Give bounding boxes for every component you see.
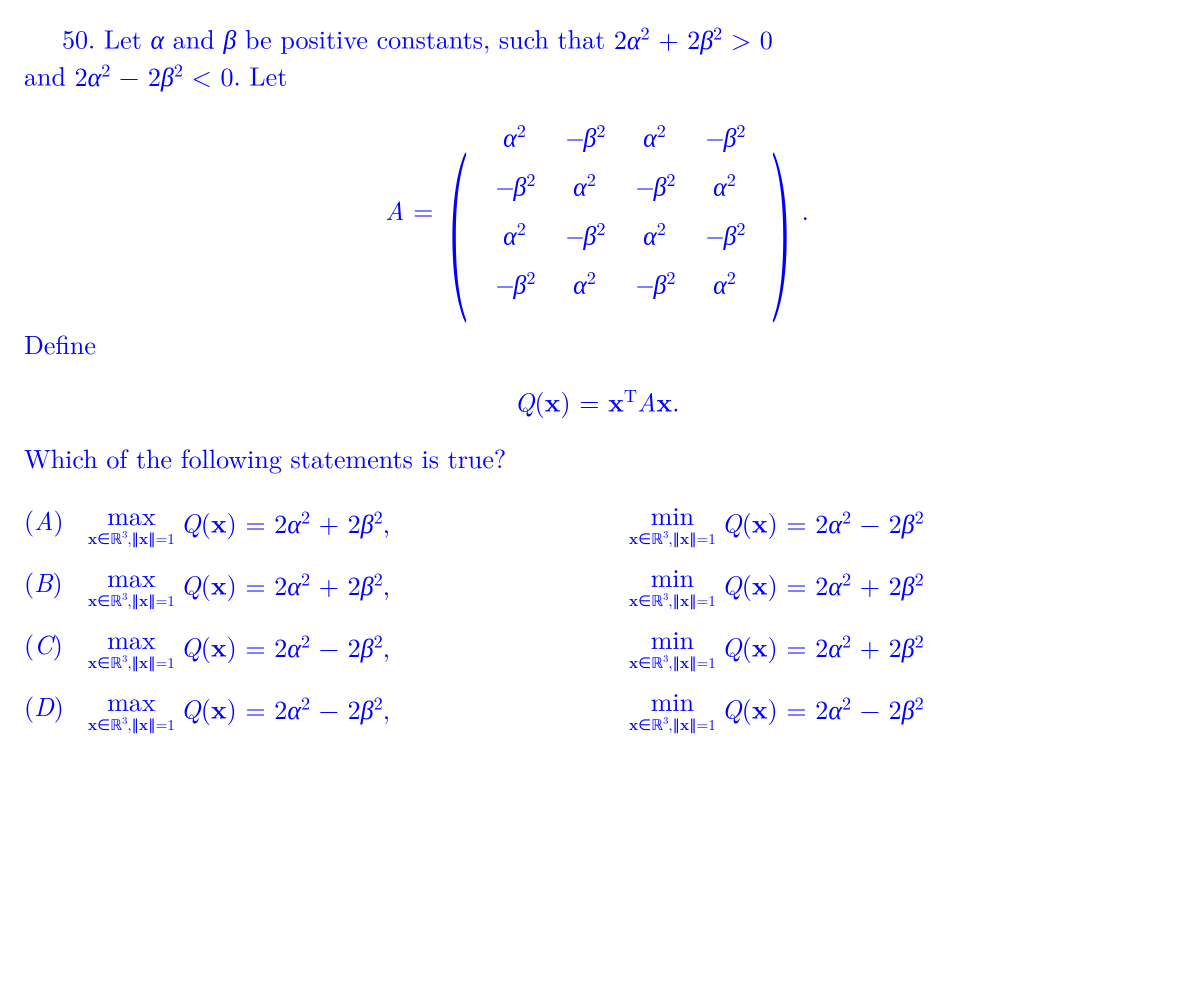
choice-label-D: D [34, 687, 54, 724]
choice-C-min: = 2α2 + 2β2 [786, 628, 923, 665]
beta-symbol: β [223, 20, 236, 57]
max-label: max [107, 502, 155, 528]
max-operator: max x∈ℝ3,∥x∥=1 [88, 502, 175, 546]
intro-text-2: be positive constants, such that [236, 20, 614, 57]
min-operator: min x∈ℝ3,∥x∥=1 [629, 626, 716, 670]
matrix-cell: α2 [549, 161, 619, 210]
intro-text-3: and [24, 57, 75, 94]
choice-label-C: C [34, 625, 53, 662]
choice-D: (D) max x∈ℝ3,∥x∥=1 Q(x) = 2α2 − 2β2, min… [24, 688, 1170, 732]
which-statement: Which of the following statements is tru… [24, 440, 1170, 476]
min-label: min [651, 688, 694, 714]
and-word: and [164, 20, 223, 57]
problem-statement: 50. Let α and β be positive constants, s… [24, 20, 1170, 94]
max-label: max [107, 564, 155, 590]
matrix-cell: −β2 [690, 112, 760, 161]
matrix-cell: −β2 [549, 210, 619, 259]
left-paren-icon: ( [447, 140, 470, 279]
matrix-cell: −β2 [619, 161, 689, 210]
choice-C: (C) max x∈ℝ3,∥x∥=1 Q(x) = 2α2 − 2β2, min… [24, 626, 1170, 670]
choice-A-max: = 2α2 + 2β2, [245, 504, 390, 541]
choice-C-max: = 2α2 − 2β2, [245, 628, 390, 665]
define-word: Define [24, 326, 1170, 362]
matrix-definition: A = ( α2 −β2 α2 −β2 −β2 α2 −β2 α2 α2 −β2… [24, 112, 1170, 308]
choice-A: (A) max x∈ℝ3,∥x∥=1 Q(x) = 2α2 + 2β2, min… [24, 502, 1170, 546]
min-label: min [651, 502, 694, 528]
max-operator: max x∈ℝ3,∥x∥=1 [88, 626, 175, 670]
answer-choices: (A) max x∈ℝ3,∥x∥=1 Q(x) = 2α2 + 2β2, min… [24, 502, 1170, 732]
min-operator: min x∈ℝ3,∥x∥=1 [629, 564, 716, 608]
min-operator: min x∈ℝ3,∥x∥=1 [629, 502, 716, 546]
matrix-cell: −β2 [479, 259, 549, 308]
let-word: . Let [234, 57, 288, 94]
matrix-cell: −β2 [690, 210, 760, 259]
problem-number: 50. [62, 20, 95, 57]
choice-B: (B) max x∈ℝ3,∥x∥=1 Q(x) = 2α2 + 2β2, min… [24, 564, 1170, 608]
max-operator: max x∈ℝ3,∥x∥=1 [88, 564, 175, 608]
max-label: max [107, 626, 155, 652]
choice-label-B: B [34, 563, 52, 600]
matrix-cell: α2 [549, 259, 619, 308]
choice-D-max: = 2α2 − 2β2, [245, 690, 390, 727]
min-label: min [651, 564, 694, 590]
choice-D-min: = 2α2 − 2β2 [786, 690, 923, 727]
matrix-cell: −β2 [479, 161, 549, 210]
choice-B-max: = 2α2 + 2β2, [245, 566, 390, 603]
matrix-cell: α2 [619, 112, 689, 161]
matrix-cell: α2 [479, 112, 549, 161]
matrix-period: . [802, 192, 809, 228]
right-paren-icon: ) [769, 140, 792, 279]
matrix-cell: α2 [479, 210, 549, 259]
alpha-symbol: α [150, 20, 164, 57]
min-operator: min x∈ℝ3,∥x∥=1 [629, 688, 716, 732]
matrix-cell: α2 [619, 210, 689, 259]
matrix-cell: α2 [690, 259, 760, 308]
choice-label-A: A [34, 501, 53, 538]
matrix-cell: −β2 [619, 259, 689, 308]
Q-definition: Q(x) = xTAx. [24, 383, 1170, 420]
choice-B-min: = 2α2 + 2β2 [786, 566, 923, 603]
matrix-cell: −β2 [549, 112, 619, 161]
choice-A-min: = 2α2 − 2β2 [786, 504, 923, 541]
matrix-cell: α2 [690, 161, 760, 210]
matrix-A: α2 −β2 α2 −β2 −β2 α2 −β2 α2 α2 −β2 α2 −β… [479, 112, 759, 308]
max-operator: max x∈ℝ3,∥x∥=1 [88, 688, 175, 732]
intro-text-1: Let [104, 20, 151, 57]
min-label: min [651, 626, 694, 652]
max-label: max [107, 688, 155, 714]
